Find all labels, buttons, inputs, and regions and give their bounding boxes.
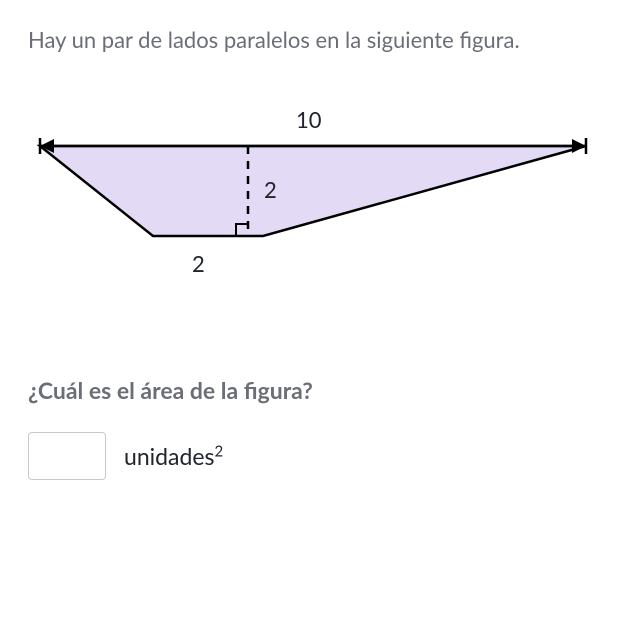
answer-row: unidades2 xyxy=(28,432,600,480)
units-label: unidades2 xyxy=(124,442,223,470)
figure-svg xyxy=(28,106,598,286)
trapezoid-figure: 10 2 2 xyxy=(28,106,598,326)
label-top: 10 xyxy=(296,106,322,133)
units-exponent: 2 xyxy=(214,442,223,460)
label-height: 2 xyxy=(264,176,277,203)
label-bottom: 2 xyxy=(192,250,205,277)
answer-input[interactable] xyxy=(28,432,106,480)
units-word: unidades xyxy=(124,442,214,470)
question-text: ¿Cuál es el área de la figura? xyxy=(28,376,600,404)
intro-text: Hay un par de lados paralelos en la sigu… xyxy=(28,24,600,56)
